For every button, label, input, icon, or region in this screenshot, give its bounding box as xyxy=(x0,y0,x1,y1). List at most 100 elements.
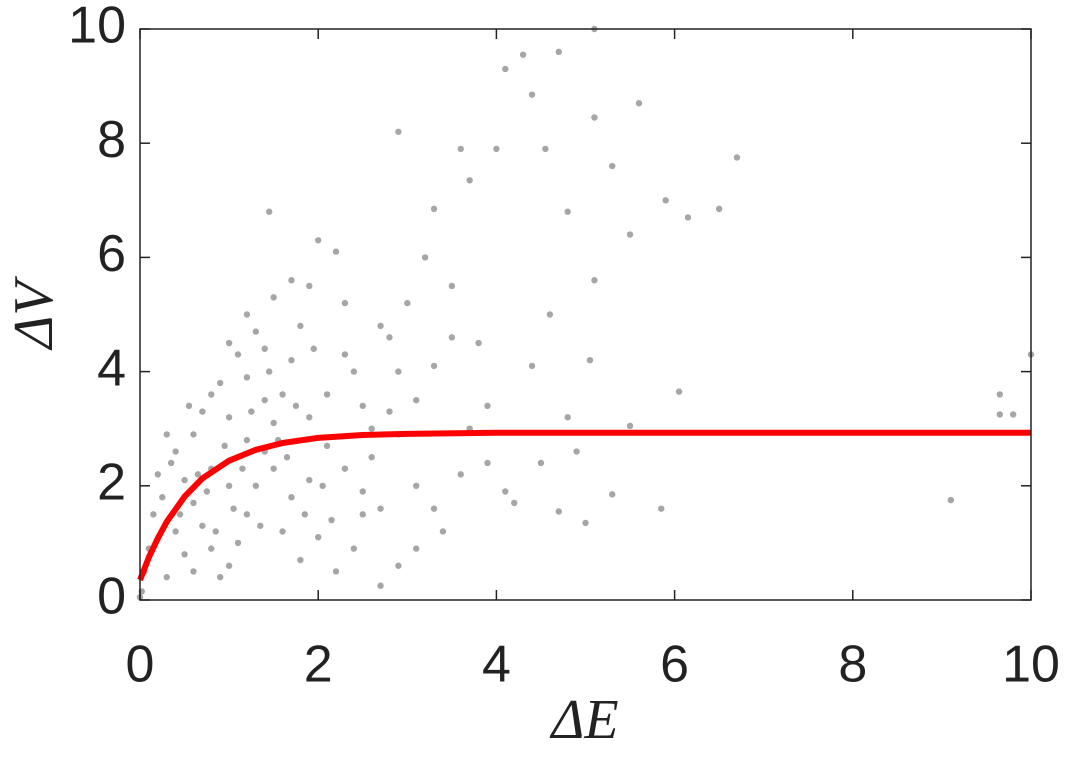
scatter-point xyxy=(528,91,536,98)
scatter-point xyxy=(230,505,237,512)
scatter-point xyxy=(172,528,179,535)
scatter-point xyxy=(243,311,251,318)
plot-frame xyxy=(139,28,1032,601)
scatter-point xyxy=(341,465,349,472)
scatter-point xyxy=(511,499,518,507)
scatter-point xyxy=(203,488,211,495)
scatter-point xyxy=(252,482,260,489)
scatter-point xyxy=(279,528,286,535)
scatter-point xyxy=(542,145,549,153)
scatter-point xyxy=(261,345,268,352)
y-tick-label: 4 xyxy=(97,339,126,397)
scatter-point xyxy=(586,356,594,364)
scatter-point xyxy=(430,205,438,213)
scatter-point xyxy=(292,402,300,410)
scatter-point xyxy=(225,562,233,569)
scatter-point xyxy=(172,448,179,455)
scatter-point xyxy=(493,145,500,153)
scatter-point xyxy=(368,454,375,461)
scatter-point xyxy=(377,505,384,512)
scatter-point xyxy=(332,248,340,255)
scatter-point xyxy=(635,100,643,107)
scatter-point xyxy=(279,391,286,398)
scatter-point xyxy=(684,214,692,221)
scatter-point xyxy=(270,419,277,427)
scatter-point xyxy=(448,334,456,341)
x-tick-label: 8 xyxy=(838,636,867,694)
scatter-point xyxy=(181,551,188,558)
scatter-point xyxy=(609,491,616,498)
scatter-point xyxy=(216,573,224,581)
scatter-point xyxy=(430,362,438,370)
scatter-point xyxy=(715,205,723,213)
scatter-point xyxy=(310,345,317,352)
scatter-point xyxy=(564,414,571,421)
scatter-point xyxy=(341,299,349,307)
scatter-point xyxy=(528,362,536,370)
scatter-point xyxy=(359,511,366,518)
scatter-point xyxy=(319,482,326,489)
scatter-point xyxy=(190,568,197,575)
scatter-point xyxy=(662,197,669,204)
x-axis-label: ΔE xyxy=(549,689,618,751)
scatter-point xyxy=(297,556,304,564)
scatter-point xyxy=(395,128,402,135)
y-tick-label: 0 xyxy=(97,568,126,626)
scatter-point xyxy=(658,505,665,512)
scatter-point xyxy=(484,459,491,467)
scatter-point xyxy=(216,379,224,387)
scatter-point xyxy=(332,568,340,575)
scatter-point xyxy=(502,488,509,495)
scatter-point xyxy=(248,408,255,415)
scatter-point xyxy=(288,356,295,364)
scatter-point xyxy=(502,65,509,73)
scatter-point xyxy=(519,51,527,58)
scatter-point xyxy=(386,334,393,341)
scatter-point xyxy=(261,396,268,404)
scatter-point xyxy=(225,482,233,489)
scatter-point xyxy=(421,254,429,261)
scatter-point xyxy=(221,442,228,450)
scatter-point xyxy=(413,396,420,404)
scatter-point xyxy=(306,282,313,290)
scatter-point xyxy=(301,511,309,518)
scatter-point xyxy=(190,431,197,438)
scatter-point xyxy=(609,162,616,170)
scatter-point xyxy=(328,516,335,524)
scatter-point xyxy=(395,562,402,569)
scatter-point xyxy=(475,339,482,347)
x-tick-label: 10 xyxy=(1002,636,1060,694)
scatter-point xyxy=(564,208,571,215)
scatter-point xyxy=(350,545,358,552)
scatter-point xyxy=(996,411,1004,418)
scatter-point xyxy=(323,391,331,398)
scatter-point xyxy=(243,511,251,518)
scatter-point xyxy=(573,448,580,455)
y-axis-label: ΔV xyxy=(3,276,65,351)
scatter-point xyxy=(297,322,304,330)
scatter-point xyxy=(457,471,464,478)
scatter-point xyxy=(582,519,589,527)
scatter-point xyxy=(225,339,233,347)
scatter-point xyxy=(154,471,162,478)
scatter-point xyxy=(270,465,277,472)
scatter-point xyxy=(199,522,206,529)
scatter-point xyxy=(265,368,273,375)
scatter-point xyxy=(234,351,242,358)
scatter-point xyxy=(386,408,393,415)
scatter-point xyxy=(1009,411,1017,418)
scatter-point xyxy=(430,505,438,512)
fit-line xyxy=(137,429,1031,582)
scatter-point xyxy=(996,391,1004,398)
y-tick-label: 2 xyxy=(97,454,126,512)
scatter-point xyxy=(591,114,598,121)
scatter-point xyxy=(591,277,598,284)
scatter-point xyxy=(404,299,411,307)
scatter-point xyxy=(947,496,955,504)
scatter-point xyxy=(288,277,295,284)
x-tick-label: 4 xyxy=(482,636,511,694)
scatter-point xyxy=(626,422,634,430)
scatter-point xyxy=(288,494,295,501)
scatter-point xyxy=(413,545,420,552)
y-tick-label: 10 xyxy=(68,0,126,55)
